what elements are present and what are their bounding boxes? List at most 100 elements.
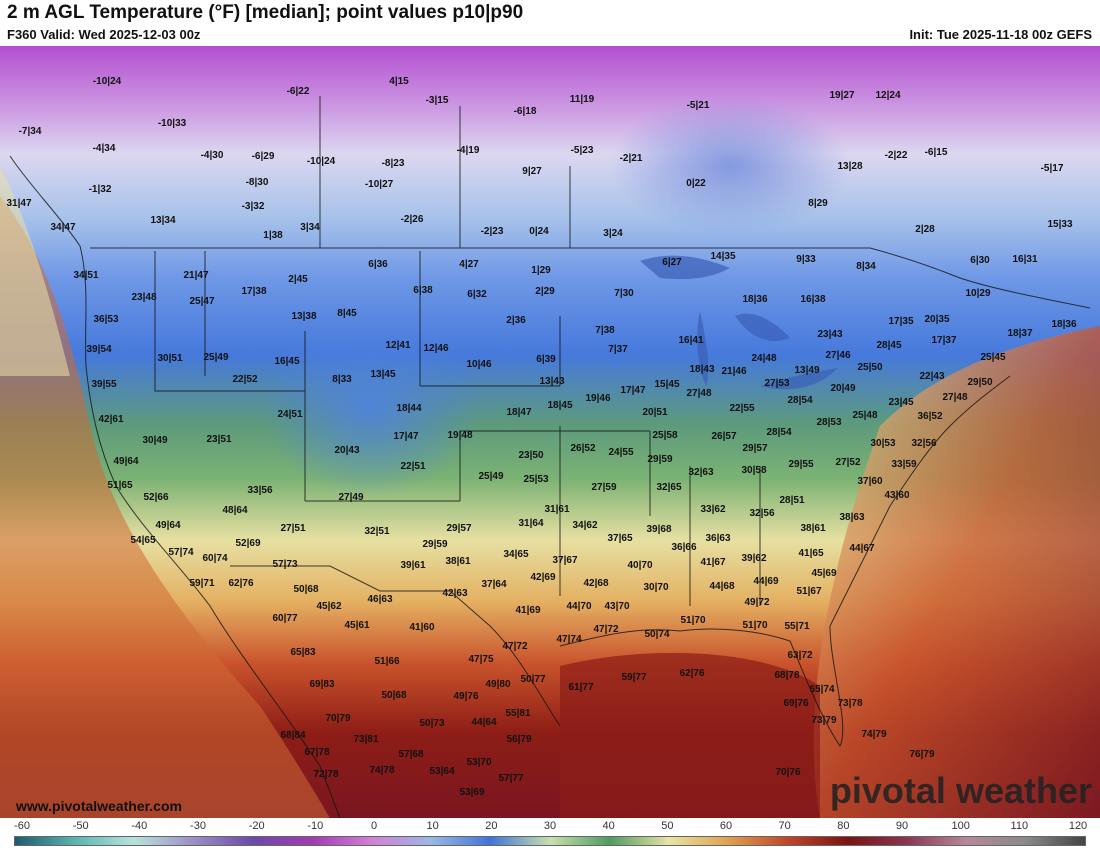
point-value: 41|67 (700, 557, 726, 568)
point-value: 15|33 (1047, 219, 1073, 230)
legend-tick-label: -40 (131, 820, 148, 832)
point-value: 1|38 (263, 230, 283, 241)
point-value: 23|48 (131, 292, 157, 303)
point-value: 3|24 (603, 228, 623, 239)
point-value: 47|74 (556, 634, 582, 645)
legend-tick-label: -60 (14, 820, 30, 832)
point-value: 27|48 (942, 392, 968, 403)
point-value: 31|47 (6, 198, 32, 209)
point-value: 10|46 (466, 359, 492, 370)
point-value: -4|34 (92, 143, 116, 154)
legend-tick-label: 40 (602, 820, 615, 832)
point-value: 28|45 (876, 340, 902, 351)
point-value: 27|49 (338, 492, 364, 503)
valid-time: F360 Valid: Wed 2025-12-03 00z (7, 27, 201, 42)
point-value: 30|51 (157, 353, 183, 364)
point-value: 20|35 (924, 314, 950, 325)
point-value: 70|76 (775, 767, 801, 778)
point-value: -2|23 (480, 226, 504, 237)
point-value: -2|21 (619, 153, 643, 164)
point-value: 25|53 (523, 474, 549, 485)
point-value: 32|51 (364, 526, 390, 537)
point-value: 27|48 (686, 388, 712, 399)
point-value: 50|68 (293, 584, 319, 595)
point-value: 51|70 (742, 620, 768, 631)
point-value: 12|46 (423, 343, 449, 354)
point-value: 68|78 (774, 670, 800, 681)
point-value: 34|62 (572, 520, 598, 531)
point-value: -3|15 (425, 95, 449, 106)
point-value: 30|53 (870, 438, 896, 449)
point-value: 30|49 (142, 435, 168, 446)
point-value: 1|29 (531, 265, 551, 276)
point-value: 25|49 (478, 471, 504, 482)
point-value: 25|58 (652, 430, 678, 441)
point-value: -8|30 (245, 177, 269, 188)
point-value: -10|27 (364, 179, 394, 190)
legend-tick-label: 120 (1068, 820, 1088, 832)
point-value: 48|64 (222, 505, 248, 516)
point-value: 32|56 (749, 508, 775, 519)
point-value: 37|65 (607, 533, 633, 544)
point-value: 18|37 (1007, 328, 1033, 339)
point-value: 39|61 (400, 560, 426, 571)
temperature-map[interactable]: -10|24 -6|22 4|15 -3|15 -5|21 11|19 -6|18 19|27… (0, 46, 1100, 818)
legend-tick-label: -10 (307, 820, 324, 832)
point-value: -10|24 (306, 156, 336, 167)
point-value: 51|70 (680, 615, 706, 626)
point-value: 37|67 (552, 555, 578, 566)
point-value: 22|52 (232, 374, 258, 385)
point-value: 34|51 (73, 270, 99, 281)
point-value: 42|61 (98, 414, 124, 425)
point-value: 13|49 (794, 365, 820, 376)
legend-tick-label: -20 (248, 820, 265, 832)
point-value: 53|70 (466, 757, 492, 768)
point-value: 53|64 (429, 766, 455, 777)
point-value: 11|19 (569, 94, 595, 105)
point-value: 69|83 (309, 679, 335, 690)
point-value: 17|35 (888, 316, 914, 327)
point-value: 55|71 (784, 621, 810, 632)
point-value: 62|76 (679, 668, 705, 679)
point-value: 65|83 (290, 647, 316, 658)
point-value: 74|79 (861, 729, 887, 740)
point-value: -5|23 (570, 145, 594, 156)
point-value: 30|58 (741, 465, 767, 476)
point-value: 57|74 (168, 547, 194, 558)
point-value: 45|62 (316, 601, 342, 612)
point-value: 6|36 (368, 259, 388, 270)
point-value: 2|29 (535, 286, 555, 297)
point-value: 40|70 (627, 560, 653, 571)
point-value: -1|32 (88, 184, 112, 195)
point-value: 18|36 (742, 294, 768, 305)
legend-tick-label: 10 (426, 820, 439, 832)
point-value: -5|17 (1040, 163, 1064, 174)
point-value: 25|50 (857, 362, 883, 373)
point-value: 73|79 (811, 715, 837, 726)
point-value: 42|68 (583, 578, 609, 589)
point-value: 25|48 (852, 410, 878, 421)
point-value: 30|70 (643, 582, 669, 593)
point-value: 65|74 (809, 684, 835, 695)
site-url[interactable]: www.pivotalweather.com (16, 798, 182, 814)
point-value: 44|70 (566, 601, 592, 612)
point-value: 69|76 (783, 698, 809, 709)
point-value: 67|78 (304, 747, 330, 758)
legend-tick-label: 60 (719, 820, 733, 832)
point-value: 29|57 (446, 523, 472, 534)
point-value: 18|43 (689, 364, 715, 375)
point-value: 13|45 (370, 369, 396, 380)
point-value: 13|34 (150, 215, 176, 226)
point-value: 42|69 (530, 572, 556, 583)
point-value: 4|15 (389, 76, 409, 87)
point-value: 76|79 (909, 749, 935, 760)
point-value: -10|24 (92, 76, 122, 87)
point-value: 7|30 (614, 288, 634, 299)
point-value: -6|18 (513, 106, 537, 117)
point-value: 41|69 (515, 605, 541, 616)
point-value: 16|45 (274, 356, 300, 367)
point-value: 7|38 (595, 325, 615, 336)
point-value: 36|66 (671, 542, 697, 553)
point-value: 24|51 (277, 409, 303, 420)
point-value: 13|43 (539, 376, 565, 387)
